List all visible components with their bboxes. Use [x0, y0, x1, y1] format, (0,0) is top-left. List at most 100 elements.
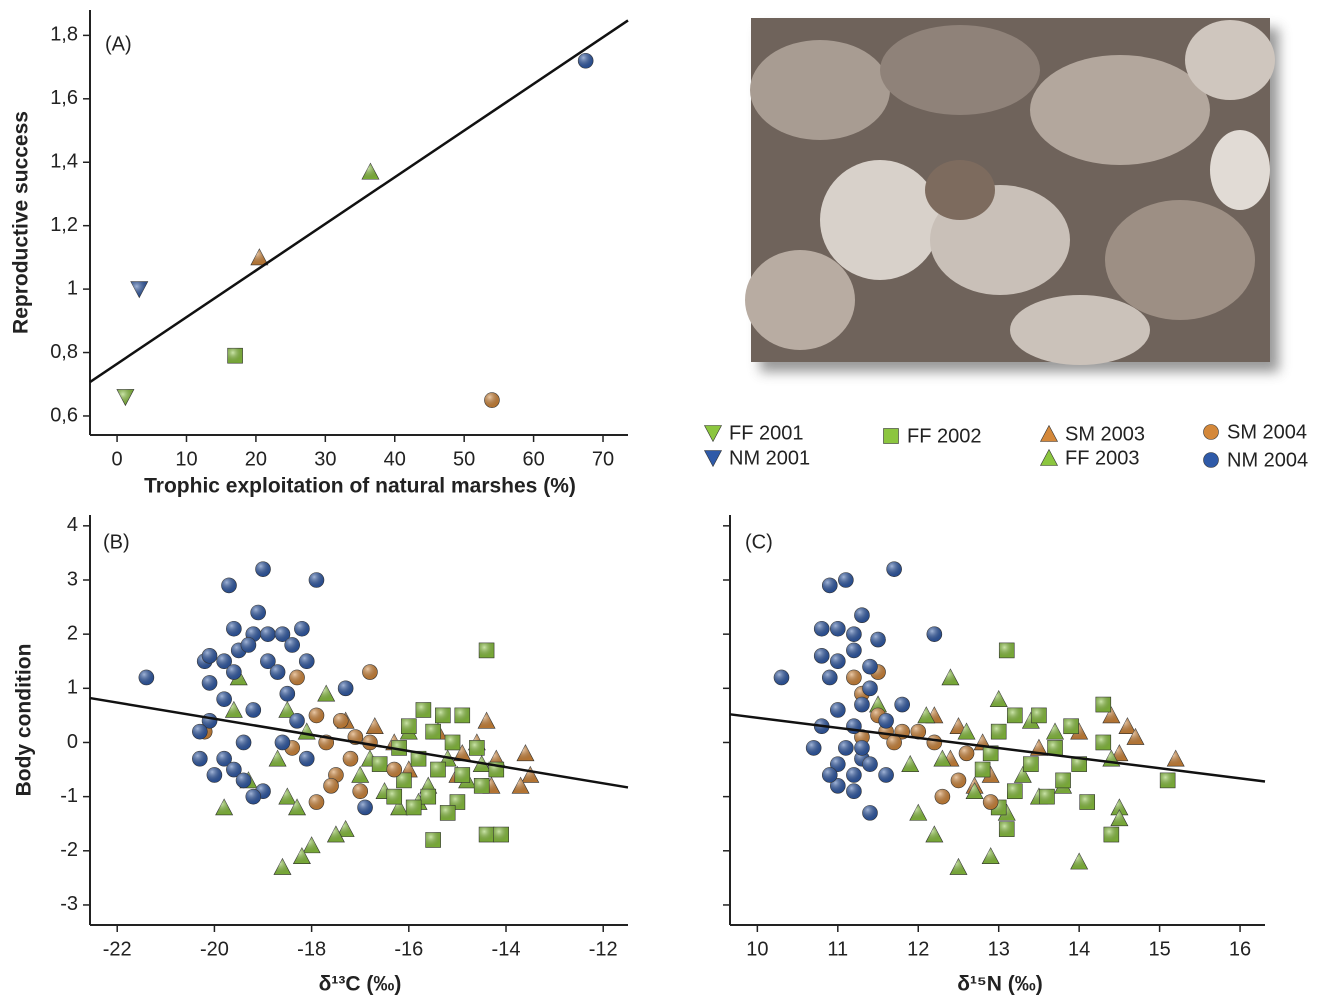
point-shade	[420, 789, 436, 805]
point-shade	[406, 799, 422, 815]
point-shade	[1102, 706, 1120, 723]
point-shade	[830, 653, 846, 669]
point-shade	[814, 648, 830, 664]
point-shade	[425, 832, 441, 848]
point-shade	[886, 734, 902, 750]
point-shade	[284, 637, 300, 653]
point-shade	[216, 751, 232, 767]
legend-label: FF 2003	[1065, 447, 1139, 469]
regression-line	[729, 713, 1266, 783]
y-tick-label: 1,4	[50, 151, 78, 173]
point-shade	[1160, 772, 1176, 788]
point-shade	[401, 718, 417, 734]
point-shade	[862, 756, 878, 772]
point-shade	[453, 744, 471, 761]
point-shade	[430, 762, 446, 778]
point-shade	[299, 751, 315, 767]
point-shade	[886, 561, 902, 577]
x-tick-label: -18	[297, 938, 326, 960]
point-shade	[478, 712, 496, 729]
point-shade	[1022, 712, 1040, 729]
point-shade	[226, 621, 242, 637]
point-shade	[333, 713, 349, 729]
point-shade	[493, 827, 509, 843]
point-shade	[202, 648, 218, 664]
point-shade	[445, 734, 461, 750]
legend-swatch	[1040, 448, 1058, 466]
x-tick-label: 12	[907, 938, 929, 960]
point-shade	[289, 669, 305, 685]
point-shade	[814, 621, 830, 637]
point-shade	[435, 707, 451, 723]
point-shade	[933, 750, 951, 767]
y-tick-label: 0,8	[50, 341, 78, 363]
point-shade	[391, 740, 407, 756]
point-shade	[274, 734, 290, 750]
point-shade	[440, 805, 456, 821]
regression-line	[89, 696, 629, 789]
point-shade	[245, 702, 261, 718]
point-shade	[386, 762, 402, 778]
point-shade	[822, 577, 838, 593]
panel-label: (C)	[745, 531, 773, 553]
point-shade	[999, 821, 1015, 837]
point-shade	[269, 750, 287, 767]
point-shade	[270, 664, 286, 680]
point-shade	[862, 680, 878, 696]
y-tick-label: 4	[67, 514, 78, 536]
point-shade	[578, 53, 594, 69]
panel-label: (A)	[105, 33, 132, 55]
x-tick-label: -14	[492, 938, 521, 960]
point-shade	[245, 789, 261, 805]
point-shade	[250, 604, 266, 620]
y-tick-label: 1,2	[50, 214, 78, 236]
point-shade	[521, 766, 539, 783]
point-shade	[278, 788, 296, 805]
point-shade	[206, 767, 222, 783]
point-shade	[323, 778, 339, 794]
point-shade	[366, 717, 384, 734]
point-shade	[396, 772, 412, 788]
x-tick-label: -22	[103, 938, 132, 960]
y-tick-label: 3	[67, 568, 78, 590]
point-shade	[299, 653, 315, 669]
x-tick-label: -20	[200, 938, 229, 960]
legend-label: SM 2003	[1065, 423, 1145, 445]
point-shade	[1046, 723, 1064, 740]
point-shade	[293, 847, 311, 864]
point-shade	[221, 577, 237, 593]
point-shade	[934, 789, 950, 805]
x-tick-label: 20	[245, 448, 267, 470]
point-shade	[846, 642, 862, 658]
point-shade	[479, 642, 495, 658]
point-shade	[1095, 734, 1111, 750]
point-shade	[454, 707, 470, 723]
point-shade	[202, 675, 218, 691]
point-shade	[949, 858, 967, 875]
point-shade	[516, 744, 534, 761]
x-tick-label: 15	[1148, 938, 1170, 960]
point-shade	[846, 669, 862, 685]
point-shade	[192, 724, 208, 740]
point-shade	[227, 348, 243, 364]
x-tick-label: 11	[827, 938, 848, 960]
point-shade	[236, 772, 252, 788]
point-shade	[351, 766, 369, 783]
x-axis-title: Trophic exploitation of natural marshes …	[144, 475, 576, 498]
point-shade	[1063, 718, 1079, 734]
point-shade	[983, 794, 999, 810]
point-shade	[870, 632, 886, 648]
point-shade	[308, 572, 324, 588]
x-tick-label: 50	[453, 448, 475, 470]
x-tick-label: -16	[394, 938, 423, 960]
point-shade	[288, 798, 306, 815]
x-tick-label: 13	[988, 938, 1010, 960]
y-tick-label: 1,8	[50, 24, 78, 46]
point-shade	[352, 783, 368, 799]
point-shade	[878, 713, 894, 729]
legend-label: FF 2001	[729, 422, 803, 444]
point-shade	[909, 804, 927, 821]
point-shade	[484, 392, 500, 408]
point-shade	[226, 664, 242, 680]
